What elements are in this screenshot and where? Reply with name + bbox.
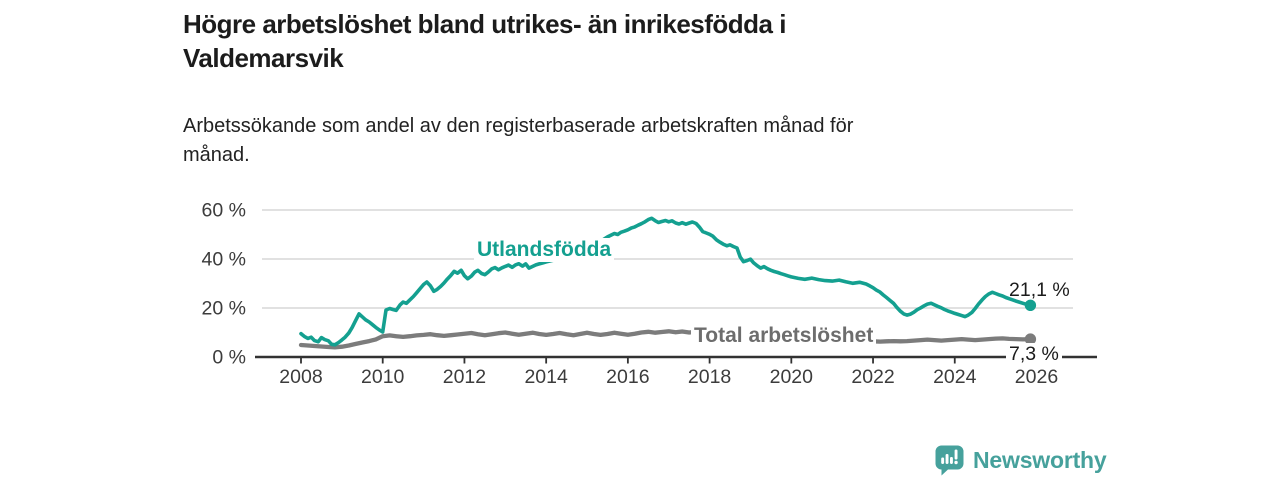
series-line	[298, 329, 1033, 350]
y-tick-label: 0 %	[212, 347, 246, 369]
series-label-utlandsfodda: Utlandsfödda	[474, 238, 615, 262]
x-tick-label: 2018	[688, 366, 731, 388]
x-tick-label: 2010	[361, 366, 405, 388]
x-tick-label: 2022	[851, 366, 894, 388]
y-tick-label: 60 %	[202, 200, 246, 222]
series-end-dot	[1024, 299, 1037, 311]
logo-bar-2	[945, 454, 949, 464]
x-tick-label: 2026	[1015, 366, 1058, 388]
x-tick-label: 2012	[443, 366, 486, 388]
x-tick-label: 2016	[606, 366, 649, 388]
logo-exclamation-dot	[954, 460, 958, 465]
logo-bar-1	[941, 457, 945, 464]
x-tick-label: 2008	[279, 366, 322, 388]
chart-title-line2: Valdemarsvik	[183, 43, 344, 73]
series-line	[299, 216, 1033, 347]
x-tick-label: 2024	[933, 366, 977, 388]
brand-logo: Newsworthy	[935, 445, 1107, 476]
chart-subtitle: Arbetssökande som andel av den registerb…	[183, 112, 853, 170]
chart-title: Högre arbetslöshet bland utrikes- än inr…	[183, 7, 786, 75]
logo-exclamation-bar	[954, 449, 958, 460]
x-tick-label: 2014	[524, 366, 568, 388]
brand-name: Newsworthy	[973, 447, 1107, 473]
logo-bubble-shape	[935, 445, 964, 476]
chart-title-line1: Högre arbetslöshet bland utrikes- än inr…	[183, 9, 786, 39]
newsworthy-logo-icon	[935, 445, 964, 476]
end-value-total-arbetsloshet: 7,3 %	[1006, 343, 1062, 366]
y-tick-label: 40 %	[202, 249, 246, 271]
end-value-utlandsfodda: 21,1 %	[1009, 279, 1070, 301]
series-end-dot	[1024, 333, 1037, 345]
logo-bar-3	[950, 457, 953, 464]
chart-subtitle-line2: månad.	[183, 144, 250, 166]
y-tick-label: 20 %	[202, 298, 246, 320]
chart-subtitle-line1: Arbetssökande som andel av den registerb…	[183, 115, 854, 137]
x-tick-label: 2020	[770, 366, 814, 388]
series-label-total-arbetsloshet: Total arbetslöshet	[691, 324, 877, 348]
